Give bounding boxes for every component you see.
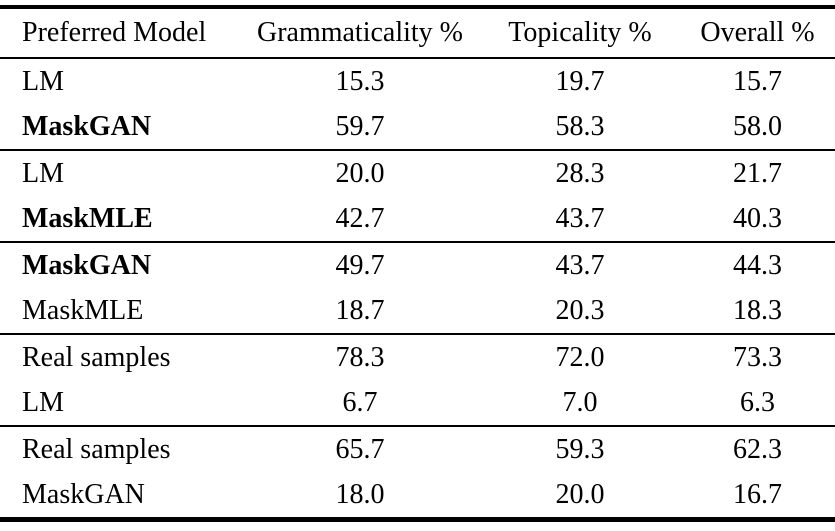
grammaticality-cell: 15.3 (335, 65, 385, 97)
model-cell: MaskGAN (22, 110, 152, 142)
row-group-lm-vs-maskmle: LM 20.0 28.3 21.7 MaskMLE 42.7 43.7 40.3 (0, 150, 835, 242)
topicality-cell: 43.7 (555, 249, 605, 281)
overall-cell: 18.3 (733, 294, 782, 326)
model-cell: LM (22, 157, 64, 189)
row-group-maskgan-vs-maskmle: MaskGAN 49.7 43.7 44.3 MaskMLE 18.7 20.3… (0, 242, 835, 334)
table-row: MaskGAN 18.0 20.0 16.7 (0, 472, 835, 520)
human-evaluation-preference-table: Preferred Model Grammaticality % Topical… (0, 5, 835, 522)
grammaticality-cell: 49.7 (335, 249, 385, 281)
overall-cell: 62.3 (733, 433, 782, 465)
table-row: LM 15.3 19.7 15.7 (0, 58, 835, 104)
overall-cell: 40.3 (733, 202, 782, 234)
topicality-cell: 72.0 (555, 341, 605, 373)
model-cell: Real samples (22, 341, 171, 373)
overall-cell: 21.7 (733, 157, 782, 189)
table-row: Real samples 65.7 59.3 62.3 (0, 426, 835, 472)
row-group-lm-vs-maskgan: LM 15.3 19.7 15.7 MaskGAN 59.7 58.3 58.0 (0, 58, 835, 150)
header-overall: Overall % (700, 17, 815, 48)
overall-cell: 73.3 (733, 341, 782, 373)
row-group-real-vs-lm: Real samples 78.3 72.0 73.3 LM 6.7 7.0 6… (0, 334, 835, 426)
table-row: LM 20.0 28.3 21.7 (0, 150, 835, 196)
topicality-cell: 58.3 (555, 110, 605, 142)
grammaticality-cell: 20.0 (335, 157, 385, 189)
table-row: LM 6.7 7.0 6.3 (0, 380, 835, 426)
row-group-real-vs-maskgan: Real samples 65.7 59.3 62.3 MaskGAN 18.0… (0, 426, 835, 520)
grammaticality-cell: 42.7 (335, 202, 385, 234)
grammaticality-cell: 78.3 (335, 341, 385, 373)
table-row: MaskGAN 59.7 58.3 58.0 (0, 104, 835, 150)
topicality-cell: 20.3 (555, 294, 605, 326)
header-row: Preferred Model Grammaticality % Topical… (0, 7, 835, 58)
grammaticality-cell: 18.7 (335, 294, 385, 326)
model-cell: LM (22, 65, 64, 97)
header-topicality: Topicality % (508, 17, 652, 48)
overall-cell: 16.7 (733, 478, 782, 510)
topicality-cell: 59.3 (555, 433, 605, 465)
overall-cell: 44.3 (733, 249, 782, 281)
topicality-cell: 19.7 (555, 65, 605, 97)
table-header: Preferred Model Grammaticality % Topical… (0, 7, 835, 58)
topicality-cell: 20.0 (555, 478, 605, 510)
overall-cell: 6.3 (740, 386, 775, 418)
topicality-cell: 28.3 (555, 157, 605, 189)
topicality-cell: 43.7 (555, 202, 605, 234)
model-cell: MaskGAN (22, 478, 145, 510)
overall-cell: 58.0 (733, 110, 782, 142)
overall-cell: 15.7 (733, 65, 782, 97)
table-row: Real samples 78.3 72.0 73.3 (0, 334, 835, 380)
model-cell: MaskMLE (22, 202, 153, 234)
header-preferred-model: Preferred Model (22, 17, 207, 48)
table-row: MaskMLE 42.7 43.7 40.3 (0, 196, 835, 242)
grammaticality-cell: 18.0 (335, 478, 385, 510)
model-cell: LM (22, 386, 64, 418)
grammaticality-cell: 65.7 (335, 433, 385, 465)
model-cell: MaskGAN (22, 249, 152, 281)
grammaticality-cell: 6.7 (342, 386, 378, 418)
model-cell: MaskMLE (22, 294, 144, 326)
header-grammaticality: Grammaticality % (256, 17, 464, 48)
model-cell: Real samples (22, 433, 171, 465)
grammaticality-cell: 59.7 (335, 110, 385, 142)
topicality-cell: 7.0 (562, 386, 598, 418)
table-row: MaskMLE 18.7 20.3 18.3 (0, 288, 835, 334)
table-row: MaskGAN 49.7 43.7 44.3 (0, 242, 835, 288)
